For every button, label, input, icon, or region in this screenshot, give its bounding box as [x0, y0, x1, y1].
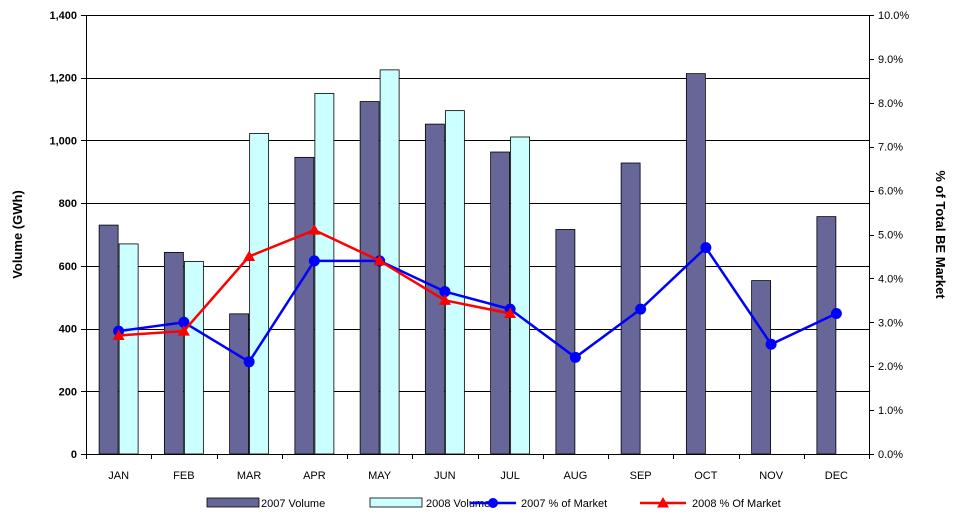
- y2-tick-label: 6.0%: [878, 186, 903, 198]
- y2-tick-label: 3.0%: [878, 317, 903, 329]
- marker-2008-of-market: [438, 294, 451, 305]
- bars: [98, 69, 837, 455]
- x-tick-label: JAN: [108, 470, 129, 482]
- marker-2007-of-market: [178, 316, 190, 328]
- right-axis-tick-labels: 0.0% 1.0% 2.0% 3.0% 4.0% 5.0% 6.0% 7.0% 8.0% 9.0%…: [878, 10, 909, 461]
- gridlines: [86, 15, 869, 455]
- x-tick-label: OCT: [694, 470, 718, 482]
- bar-2007-volume: [359, 101, 380, 455]
- y-tick-label: 600: [59, 261, 77, 273]
- bar-2008-volume: [444, 110, 465, 455]
- marker-2007-of-market: [308, 255, 320, 267]
- x-tick-label: MAY: [368, 470, 392, 482]
- y2-tick-label: 7.0%: [878, 142, 903, 154]
- y2-tick-label: 9.0%: [878, 54, 903, 66]
- legend-label: 2007 Volume: [261, 498, 325, 510]
- x-tick-label: APR: [303, 470, 326, 482]
- y2-axis-title: % of Total BE Market: [933, 170, 948, 299]
- x-tick-label: DEC: [825, 470, 848, 482]
- bar-2008-volume: [510, 136, 531, 455]
- bar-2007-volume: [294, 156, 315, 455]
- legend-swatch-2007-volume: [206, 497, 260, 508]
- marker-2007-of-market: [635, 303, 647, 315]
- bar-2008-volume: [118, 243, 139, 455]
- marker-2008-of-market: [112, 329, 125, 340]
- y2-tick-label: 5.0%: [878, 230, 903, 242]
- axes: [81, 15, 874, 459]
- bar-2007-volume: [816, 216, 837, 455]
- marker-2008-of-market: [243, 250, 256, 261]
- bar-2008-volume: [183, 261, 204, 455]
- series-lines: [112, 224, 842, 368]
- bar-2007-volume: [751, 280, 772, 455]
- x-tick-label: SEP: [630, 470, 652, 482]
- y-tick-label: 800: [59, 198, 77, 210]
- legend-label: 2007 % of Market: [521, 498, 607, 510]
- x-tick-label: JUN: [434, 470, 455, 482]
- y2-tick-label: 10.0%: [878, 10, 909, 22]
- bar-2008-volume: [249, 133, 270, 455]
- marker-2008-of-market: [177, 325, 190, 336]
- y2-tick-label: 4.0%: [878, 273, 903, 285]
- legend-marker-2007-of-market: [488, 498, 498, 508]
- x-tick-label: FEB: [173, 470, 194, 482]
- bar-2007-volume: [163, 251, 184, 455]
- legend-label: 2008 % Of Market: [692, 498, 781, 510]
- y-tick-label: 400: [59, 324, 77, 336]
- y-tick-label: 1,000: [49, 135, 77, 147]
- line-2007-of-market: [118, 245, 837, 364]
- x-tick-label: MAR: [237, 470, 262, 482]
- x-tick-label: AUG: [563, 470, 587, 482]
- bar-2007-volume: [490, 151, 511, 455]
- y2-tick-label: 0.0%: [878, 449, 903, 461]
- marker-2007-of-market: [765, 338, 777, 350]
- y2-tick-label: 2.0%: [878, 361, 903, 373]
- marker-2007-of-market: [439, 286, 451, 298]
- bar-2007-volume: [229, 313, 250, 455]
- legend: 2007 Volume 2008 Volume 2007 % of Market 20…: [206, 497, 781, 510]
- marker-2007-of-market: [700, 242, 712, 254]
- x-tick-label: NOV: [759, 470, 784, 482]
- marker-2007-of-market: [830, 308, 842, 320]
- marker-2008-of-market: [504, 307, 517, 319]
- y2-tick-label: 8.0%: [878, 98, 903, 110]
- legend-swatch-2008-volume: [369, 497, 423, 508]
- bar-2007-volume: [555, 229, 576, 455]
- bar-2008-volume: [314, 92, 335, 455]
- marker-2008-of-market: [308, 224, 321, 235]
- y-tick-label: 0: [71, 449, 77, 461]
- y-tick-label: 1,400: [49, 10, 77, 22]
- legend-label: 2008 Volume: [426, 498, 490, 510]
- marker-2007-of-market: [569, 351, 581, 363]
- y-axis-title: Volume (GWh): [10, 190, 25, 279]
- marker-2007-of-market: [243, 356, 255, 368]
- y-tick-label: 200: [59, 386, 77, 398]
- marker-2008-of-market: [373, 254, 386, 266]
- y-tick-label: 1,200: [49, 73, 77, 85]
- y2-tick-label: 1.0%: [878, 405, 903, 417]
- legend-marker-2008-of-market: [657, 497, 669, 508]
- x-tick-label: JUL: [500, 470, 520, 482]
- left-axis-tick-labels: 0 200 400 600 800 1,000 1,200 1,400: [49, 10, 77, 461]
- x-axis-tick-labels: JAN FEB MAR APR MAY JUN JUL AUG SEP OCT NOV DEC: [108, 470, 848, 482]
